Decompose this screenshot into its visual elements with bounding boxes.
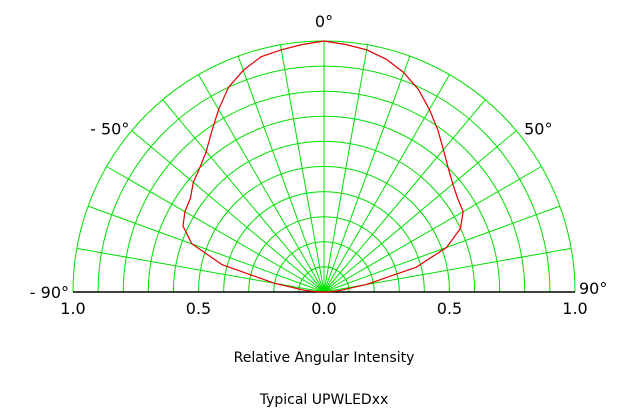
angle-label: 50° (524, 120, 552, 139)
grid-spoke (131, 130, 325, 293)
intensity-curve (182, 40, 464, 293)
grid-spoke (106, 166, 325, 293)
grid-spoke (323, 74, 450, 293)
grid-spoke (323, 99, 486, 293)
grid-spoke (198, 74, 325, 293)
grid-spoke (323, 44, 369, 293)
chart-caption: Typical UPWLEDxx (259, 392, 389, 408)
angle-label: - 50° (90, 120, 129, 139)
angle-label: 0° (315, 12, 333, 31)
polar-grid (72, 40, 576, 293)
angle-labels: - 90° - 50° 0° 50° 90° (30, 12, 608, 302)
grid-spoke (323, 130, 517, 293)
grid-spoke (237, 55, 325, 293)
radial-tick-labels: 1.0 0.5 0.0 0.5 1.0 (60, 299, 587, 318)
radial-tick-label: 0.0 (311, 299, 336, 318)
angle-label: 90° (579, 279, 607, 298)
grid-spoke (162, 99, 325, 293)
radial-tick-label: 0.5 (186, 299, 211, 318)
radial-tick-label: 0.5 (437, 299, 462, 318)
grid-spoke (279, 44, 325, 293)
grid-spoke (323, 205, 561, 293)
grid-spoke (87, 205, 325, 293)
grid-spoke (323, 166, 542, 293)
grid-spoke (323, 55, 411, 293)
radial-tick-label: 1.0 (60, 299, 85, 318)
angle-label: - 90° (30, 283, 69, 302)
x-axis-label: Relative Angular Intensity (234, 350, 415, 366)
radial-tick-label: 1.0 (562, 299, 587, 318)
